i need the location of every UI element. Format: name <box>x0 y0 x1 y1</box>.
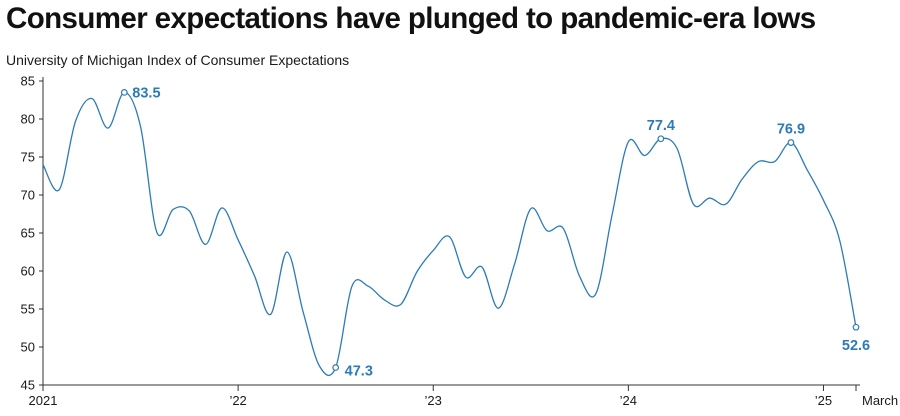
x-tick-label-2: ’23 <box>425 393 442 408</box>
annotation-label-4: 52.6 <box>842 338 870 354</box>
y-tick-label-50: 50 <box>21 340 35 355</box>
series-line-0 <box>42 91 857 376</box>
annotation-marker-2 <box>657 135 665 143</box>
chart-subtitle: University of Michigan Index of Consumer… <box>6 52 350 68</box>
y-tick-label-75: 75 <box>21 150 35 165</box>
y-tick-label-80: 80 <box>21 112 35 127</box>
annotation-label-1: 47.3 <box>345 364 373 380</box>
x-tick-label-0: 2021 <box>29 393 58 408</box>
x-tick-label-1: ’22 <box>229 393 246 408</box>
annotation-marker-1 <box>332 364 340 371</box>
annotation-marker-3 <box>787 139 795 146</box>
chart-title: Consumer expectations have plunged to pa… <box>6 2 816 35</box>
annotation-marker-0 <box>120 88 128 96</box>
y-tick-label-60: 60 <box>21 264 35 279</box>
y-tick-label-85: 85 <box>21 74 35 89</box>
chart-annotations: 83.5 47.3 77.4 76.9 52.6 <box>120 85 870 380</box>
x-tick-label-4: ’25 <box>815 393 832 408</box>
chart-series <box>42 91 857 376</box>
annotation-marker-4 <box>852 323 860 331</box>
y-tick-label-70: 70 <box>21 188 35 203</box>
x-tick-label-3: ’24 <box>620 393 637 408</box>
x-tick-label-5: March <box>862 393 898 408</box>
annotation-label-0: 83.5 <box>132 85 160 101</box>
chart-axes: 45 50 55 60 65 70 75 80 85 2021 ’22 ’23 ’24 ’25 March <box>21 74 899 409</box>
y-tick-label-65: 65 <box>21 226 35 241</box>
annotation-label-3: 76.9 <box>777 122 805 138</box>
annotation-label-2: 77.4 <box>647 118 675 134</box>
y-tick-label-55: 55 <box>21 302 35 317</box>
y-tick-label-45: 45 <box>21 378 35 393</box>
